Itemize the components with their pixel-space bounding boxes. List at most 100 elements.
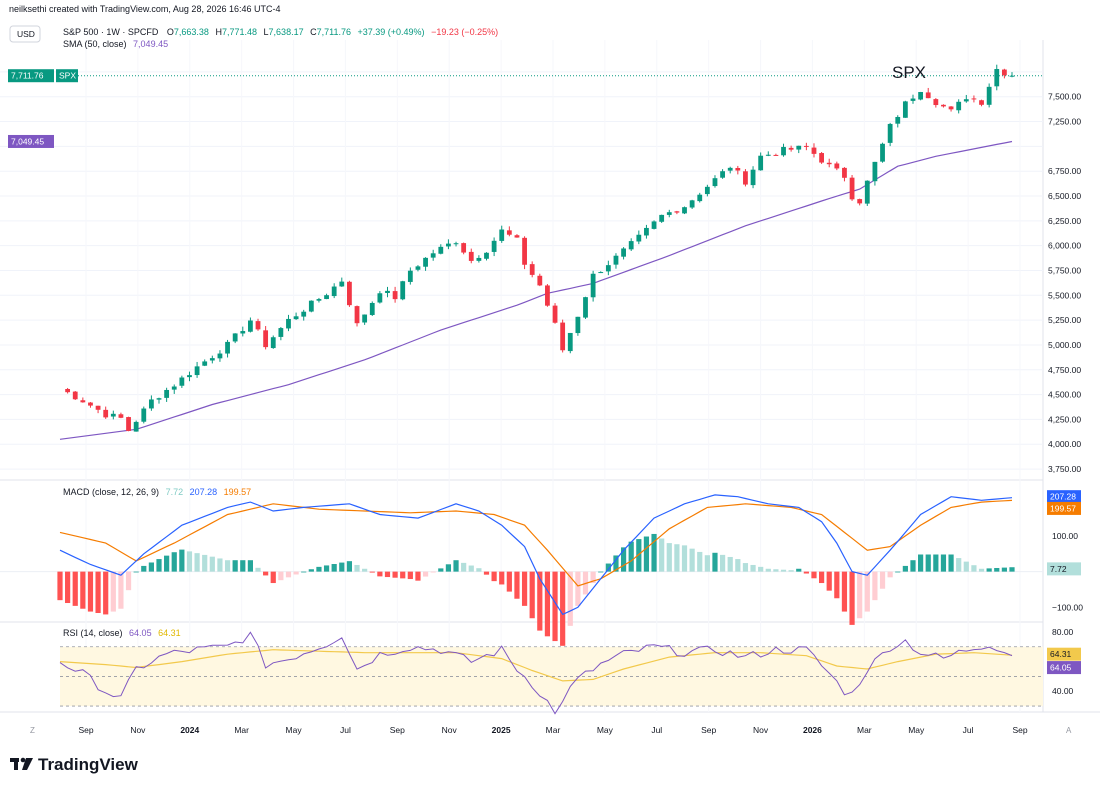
candle-body bbox=[392, 291, 398, 300]
candle-body bbox=[286, 318, 291, 329]
candle-body bbox=[986, 86, 992, 105]
macd-histogram-bar bbox=[95, 571, 101, 614]
macd-histogram-bar bbox=[819, 571, 825, 584]
candle bbox=[636, 230, 642, 245]
candle-body bbox=[1009, 75, 1015, 77]
candle bbox=[583, 296, 588, 319]
candle bbox=[362, 314, 368, 325]
candle bbox=[423, 257, 428, 271]
candle-body bbox=[613, 255, 619, 265]
ohlc-l-label: L bbox=[264, 27, 269, 37]
candle-body bbox=[674, 211, 680, 213]
macd-signal-line bbox=[59, 499, 1013, 587]
candle-body bbox=[918, 92, 924, 100]
candle-body bbox=[994, 69, 1000, 87]
macd-histogram-bar bbox=[263, 571, 269, 576]
macd-histogram-bar bbox=[445, 564, 452, 572]
macd-histogram-bar bbox=[849, 571, 855, 625]
macd-histogram-bar bbox=[506, 571, 512, 592]
candle bbox=[217, 350, 223, 362]
auto-scale-icon[interactable]: A bbox=[1066, 726, 1072, 735]
macd-histogram-bar bbox=[666, 543, 672, 572]
candle-body bbox=[712, 178, 718, 187]
candle-body bbox=[164, 389, 170, 398]
candle bbox=[392, 286, 398, 303]
candle-body bbox=[369, 302, 375, 315]
currency-box[interactable] bbox=[9, 25, 41, 43]
candle bbox=[872, 161, 878, 186]
macd-histogram-bar bbox=[415, 571, 421, 581]
macd-legend[interactable]: MACD (close, 12, 26, 9) 7.72 207.28 199.… bbox=[63, 487, 251, 497]
candle bbox=[644, 224, 649, 239]
rsi-ma-line bbox=[59, 649, 1013, 682]
candle-body bbox=[979, 100, 984, 105]
candle-body bbox=[971, 98, 977, 100]
macd-histogram-bar bbox=[164, 555, 170, 572]
candle bbox=[286, 314, 291, 332]
macd-histogram-bar bbox=[552, 571, 558, 642]
candle-body bbox=[217, 353, 223, 359]
candle-body bbox=[446, 243, 451, 247]
candle-body bbox=[720, 171, 725, 178]
candle bbox=[225, 339, 230, 358]
candle bbox=[689, 199, 695, 209]
candle-body bbox=[522, 237, 527, 265]
time-tick-label: May bbox=[597, 725, 614, 735]
candle-body bbox=[598, 272, 604, 274]
time-tick-label: Nov bbox=[130, 725, 146, 735]
macd-legend-macd: 207.28 bbox=[190, 487, 218, 497]
rsi-legend-label: RSI (14, close) bbox=[63, 628, 123, 638]
macd-histogram-bar bbox=[978, 568, 985, 572]
candle bbox=[103, 406, 109, 419]
macd-histogram-bar bbox=[316, 566, 322, 572]
candle bbox=[613, 253, 619, 269]
macd-histogram-bar bbox=[57, 571, 63, 601]
credit-text: neilksethi created with TradingView.com,… bbox=[9, 4, 281, 14]
candle-body bbox=[902, 101, 908, 118]
candle-body bbox=[324, 295, 329, 300]
candle-body bbox=[948, 106, 954, 110]
candle-body bbox=[88, 402, 93, 406]
sma-legend[interactable]: SMA (50, close) 7,049.45 bbox=[63, 39, 168, 49]
macd-histogram-bar bbox=[422, 571, 429, 577]
price-tick-label: 3,750.00 bbox=[1048, 464, 1081, 474]
candle-body bbox=[1001, 69, 1007, 76]
candle bbox=[461, 242, 467, 255]
candle-body bbox=[704, 186, 710, 195]
time-tick-label: Nov bbox=[753, 725, 769, 735]
sma-legend-value: 7,049.45 bbox=[133, 39, 168, 49]
price-tick-label: 6,000.00 bbox=[1048, 241, 1081, 251]
macd-histogram-bar bbox=[110, 571, 116, 612]
candle-body bbox=[567, 332, 573, 352]
price-tick-label: 5,250.00 bbox=[1048, 315, 1081, 325]
candle bbox=[316, 297, 322, 303]
candle bbox=[918, 91, 924, 101]
price-tick-label: 4,750.00 bbox=[1048, 365, 1081, 375]
candle-body bbox=[453, 243, 459, 245]
candle-body bbox=[545, 285, 550, 306]
candle-body bbox=[895, 116, 901, 124]
candle bbox=[1009, 72, 1015, 78]
hist-value-badge: 7.72 bbox=[1050, 564, 1067, 574]
candle-body bbox=[499, 229, 505, 241]
candle-body bbox=[316, 299, 322, 301]
macd-histogram-bar bbox=[202, 554, 208, 572]
candle bbox=[864, 180, 870, 206]
candle bbox=[697, 192, 703, 203]
macd-histogram-bar bbox=[750, 564, 756, 572]
macd-histogram-bar bbox=[735, 559, 741, 572]
macd-histogram-bar bbox=[438, 568, 444, 572]
macd-histogram-bar bbox=[925, 554, 931, 572]
candle bbox=[339, 277, 345, 287]
zoom-icon[interactable]: Z bbox=[30, 726, 35, 735]
tradingview-logo-icon bbox=[10, 757, 33, 770]
candles-layer bbox=[65, 64, 1015, 432]
candle-body bbox=[179, 377, 185, 386]
candle bbox=[651, 220, 657, 230]
macd-histogram-bar bbox=[369, 571, 375, 573]
macd-histogram-bar bbox=[1001, 567, 1007, 572]
macd-histogram-bar bbox=[659, 538, 665, 572]
candle-body bbox=[605, 265, 611, 272]
rsi-legend[interactable]: RSI (14, close) 64.05 64.31 bbox=[63, 628, 181, 638]
macd-histogram-bar bbox=[453, 560, 459, 572]
